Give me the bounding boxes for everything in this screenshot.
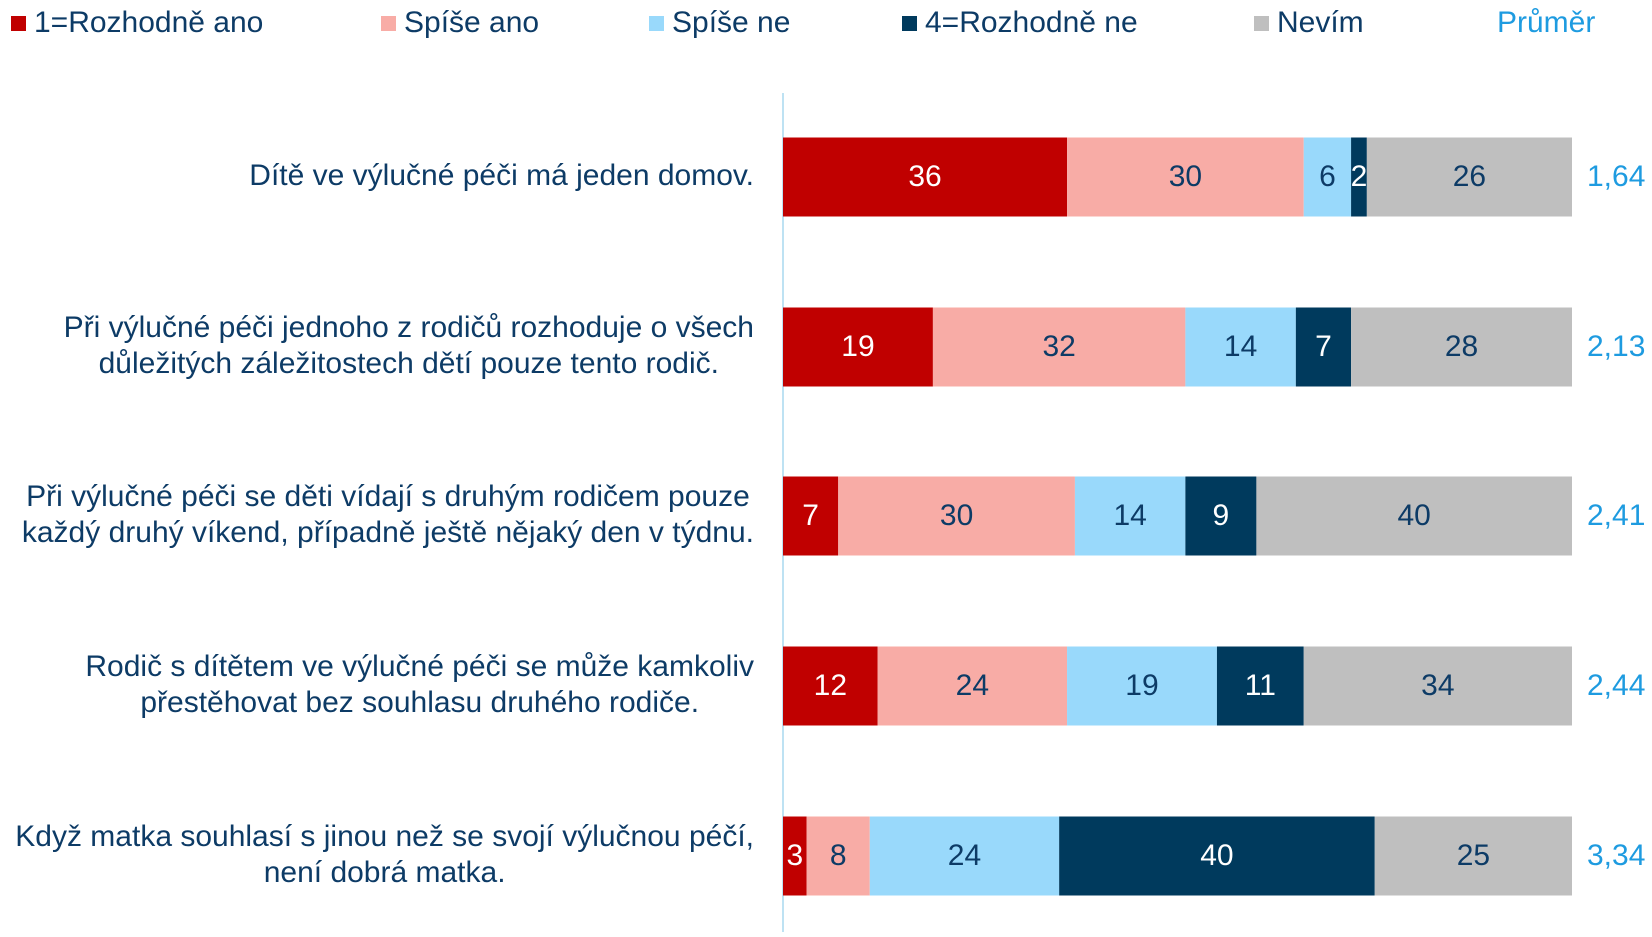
bar-segment [1351,307,1572,387]
bar-segment [783,137,1068,217]
bar-segment [806,816,870,896]
value-label: 11 [1245,669,1276,702]
legend-swatch [1254,16,1269,31]
average-label: 1,64 [1587,160,1645,193]
bar-segment [783,816,807,896]
bar-segment [1303,646,1572,726]
category-label: Dítě ve výlučné péči má jeden domov. [249,159,754,192]
value-label: 3 [786,839,803,872]
average-label: 2,13 [1587,330,1645,363]
bar-segment [932,307,1186,387]
legend-swatch [649,16,664,31]
bar-segment [1295,307,1352,387]
category-label: Rodič s dítětem ve výlučné péči se může … [85,650,754,683]
average-label: 3,34 [1587,839,1645,872]
legend-label: Průměr [1497,6,1595,39]
value-label: 24 [956,669,989,702]
average-label: 2,41 [1587,499,1645,532]
average-label: 2,44 [1587,669,1645,702]
category-label: není dobrá matka. [264,856,506,889]
bar-segment [1185,476,1257,556]
legend-swatch [902,16,917,31]
bar-segment [1074,476,1186,556]
bar-segment [1059,816,1375,896]
value-label: 19 [841,330,874,363]
value-label: 19 [1125,669,1158,702]
bar-segment [783,646,878,726]
legend-label: Nevím [1277,6,1364,39]
value-label: 25 [1457,839,1490,872]
value-label: 7 [802,499,819,532]
bar-segment [1256,476,1572,556]
bar-segment [877,646,1068,726]
bar-segment [1185,307,1296,387]
value-label: 28 [1445,330,1478,363]
legend-label: 1=Rozhodně ano [34,6,263,39]
value-label: 7 [1315,330,1332,363]
bar-segment [783,476,839,556]
legend-swatch [11,16,26,31]
bar-segment [1067,137,1304,217]
bar-segment [838,476,1075,556]
value-label: 40 [1398,499,1431,532]
value-label: 2 [1351,160,1368,193]
category-label: Když matka souhlasí s jinou než se svojí… [15,820,754,853]
bar-segment [1366,137,1572,217]
bar-segment [869,816,1060,896]
value-label: 36 [908,160,941,193]
bar-segment [783,307,933,387]
value-label: 34 [1421,669,1454,702]
legend-label: Spíše ano [404,6,539,39]
category-label: Při výlučné péči jednoho z rodičů rozhod… [64,311,754,344]
bar-segment [1216,646,1304,726]
legend-label: Spíše ne [672,6,790,39]
category-label: každý druhý víkend, případně ještě nějak… [22,516,754,549]
value-label: 26 [1453,160,1486,193]
bar-segment [1303,137,1352,217]
value-label: 24 [948,839,981,872]
value-label: 32 [1042,330,1075,363]
value-label: 9 [1213,499,1230,532]
value-label: 30 [1169,160,1202,193]
value-label: 30 [940,499,973,532]
legend-label: 4=Rozhodně ne [925,6,1138,39]
legend-swatch [381,16,396,31]
value-label: 14 [1113,499,1146,532]
value-label: 12 [814,669,847,702]
value-label: 14 [1224,330,1257,363]
value-label: 8 [830,839,847,872]
category-label: přestěhovat bez souhlasu druhého rodiče. [140,686,699,719]
bar-segment [1067,646,1217,726]
category-label: Při výlučné péči se děti vídají s druhým… [26,480,750,513]
bar-segment [1374,816,1572,896]
category-label: důležitých záležitostech dětí pouze tent… [99,347,719,380]
value-label: 40 [1200,839,1233,872]
bar-segment [1351,137,1367,217]
value-label: 6 [1319,160,1336,193]
